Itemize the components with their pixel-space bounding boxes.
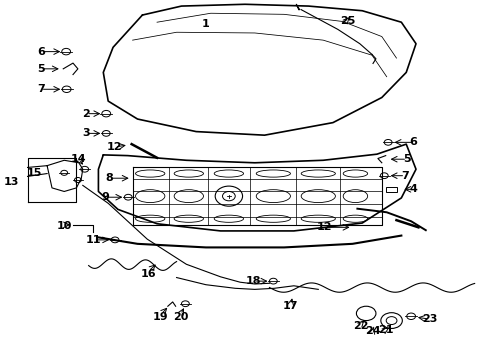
Text: 5: 5 [37, 64, 45, 74]
Text: 5: 5 [403, 154, 411, 164]
Text: 17: 17 [283, 301, 299, 311]
Text: 6: 6 [410, 138, 417, 147]
Text: 1: 1 [202, 19, 210, 29]
Text: 21: 21 [378, 325, 393, 335]
Text: 15: 15 [26, 168, 42, 178]
Text: 24: 24 [365, 326, 381, 336]
Text: 16: 16 [141, 269, 156, 279]
Text: 20: 20 [173, 312, 188, 322]
Text: 9: 9 [102, 192, 110, 202]
Text: 2: 2 [82, 109, 90, 119]
Text: 7: 7 [401, 171, 409, 181]
Text: 4: 4 [410, 184, 417, 194]
Text: 8: 8 [105, 173, 113, 183]
Text: 11: 11 [86, 235, 101, 245]
Text: 14: 14 [71, 154, 87, 164]
Text: 12: 12 [317, 222, 332, 232]
Text: 12: 12 [107, 142, 122, 152]
Text: 25: 25 [340, 17, 355, 27]
Text: 13: 13 [4, 177, 19, 187]
Text: 10: 10 [56, 221, 72, 230]
Text: 18: 18 [246, 276, 262, 286]
Text: 7: 7 [37, 84, 45, 94]
Text: 3: 3 [82, 129, 90, 138]
Text: 23: 23 [422, 314, 438, 324]
Text: 22: 22 [354, 321, 369, 331]
Text: 6: 6 [37, 46, 45, 57]
Text: 19: 19 [153, 312, 169, 322]
Bar [386, 187, 397, 192]
